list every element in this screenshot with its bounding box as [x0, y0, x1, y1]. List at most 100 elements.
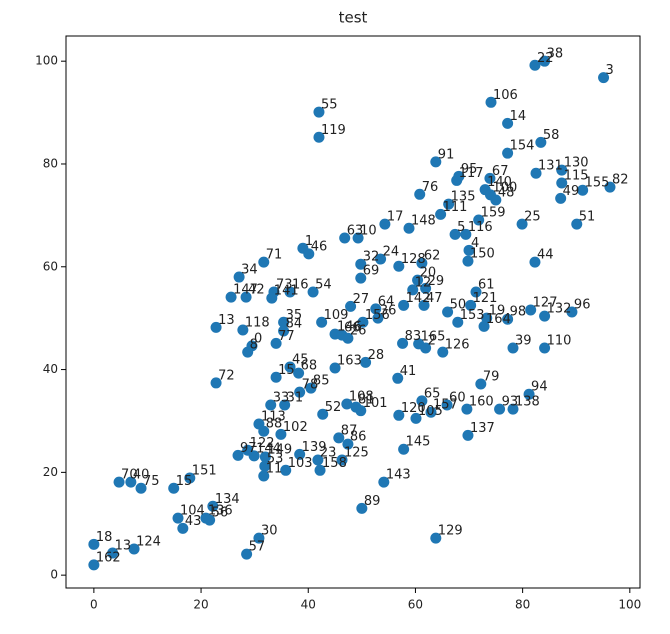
- point-label: 17: [387, 210, 404, 225]
- point-label: 78: [302, 378, 319, 393]
- point: [204, 514, 216, 526]
- point-label: 71: [266, 248, 283, 263]
- point: [314, 464, 326, 476]
- point-label: 126: [445, 338, 470, 353]
- point: [379, 218, 391, 230]
- point-label: 50: [450, 298, 467, 313]
- point: [420, 342, 432, 354]
- point-label: 53: [267, 452, 284, 467]
- point-label: 135: [451, 190, 476, 205]
- point: [473, 214, 485, 226]
- point: [237, 324, 249, 336]
- point: [566, 306, 578, 318]
- point-label: 35: [286, 308, 303, 323]
- point: [88, 538, 100, 550]
- point-label: 0: [254, 331, 262, 346]
- point-label: 25: [524, 210, 541, 225]
- point-label: 131: [538, 159, 563, 174]
- point: [294, 386, 306, 398]
- point-label: 165: [421, 329, 446, 344]
- point: [312, 454, 324, 466]
- point: [490, 194, 502, 206]
- point: [284, 361, 296, 373]
- point-label: 137: [470, 421, 495, 436]
- point-label: 96: [574, 298, 591, 313]
- point-label: 62: [424, 249, 441, 264]
- point-label: 104: [180, 504, 205, 519]
- point: [278, 316, 290, 328]
- point: [462, 255, 474, 267]
- point-label: 159: [481, 206, 506, 221]
- point-label: 113: [261, 410, 286, 425]
- point-label: 138: [515, 395, 540, 410]
- point: [416, 395, 428, 407]
- point-label: 146: [337, 320, 362, 335]
- point-label: 154: [510, 139, 535, 154]
- point-label: 136: [208, 504, 233, 519]
- point-label: 109: [324, 308, 349, 323]
- point-label: 127: [533, 295, 558, 310]
- point-label: 79: [483, 369, 500, 384]
- point: [403, 222, 415, 234]
- point: [465, 299, 477, 311]
- point: [356, 502, 368, 514]
- point: [240, 291, 252, 303]
- point: [425, 406, 437, 418]
- point-label: 11: [266, 461, 283, 476]
- point: [270, 371, 282, 383]
- point: [184, 472, 196, 484]
- point: [556, 164, 568, 176]
- point: [441, 399, 453, 411]
- point: [598, 72, 610, 84]
- x-tick-label: 0: [90, 598, 98, 612]
- plot-frame: [65, 35, 641, 589]
- point: [420, 282, 432, 294]
- point: [485, 96, 497, 108]
- point: [397, 337, 409, 349]
- point-label: 122: [250, 436, 275, 451]
- point: [462, 429, 474, 441]
- point: [303, 248, 315, 260]
- point: [352, 232, 364, 244]
- point-label: 55: [321, 98, 338, 113]
- point-label: 3: [606, 63, 614, 78]
- point-label: 95: [461, 162, 478, 177]
- point-label: 93: [502, 395, 519, 410]
- point-label: 98: [510, 305, 527, 320]
- point-label: 141: [274, 284, 299, 299]
- point-label: 134: [215, 492, 240, 507]
- point-label: 120: [401, 401, 426, 416]
- point-label: 36: [380, 304, 397, 319]
- point: [357, 316, 369, 328]
- point: [529, 256, 541, 268]
- point-label: 129: [438, 524, 463, 539]
- point-label: 139: [302, 440, 327, 455]
- point-label: 124: [136, 534, 161, 549]
- point: [555, 192, 567, 204]
- point: [345, 300, 357, 312]
- point-label: 145: [406, 435, 431, 450]
- point: [416, 257, 428, 269]
- point-label: 68: [301, 359, 318, 374]
- point: [329, 362, 341, 374]
- point: [107, 547, 119, 559]
- point: [232, 449, 244, 461]
- point-label: 75: [143, 474, 160, 489]
- point: [494, 403, 506, 415]
- point-label: 24: [383, 245, 400, 260]
- point-label: 83: [405, 329, 422, 344]
- point: [452, 316, 464, 328]
- point-label: 4: [471, 236, 479, 251]
- point-label: 153: [460, 308, 485, 323]
- point-label: 54: [315, 277, 332, 292]
- point-label: 41: [400, 364, 417, 379]
- point-label: 65: [424, 386, 441, 401]
- y-tick-label: 40: [43, 362, 58, 376]
- point-label: 2: [428, 333, 436, 348]
- point-label: 86: [350, 430, 367, 445]
- point-label: 49: [563, 184, 580, 199]
- point-label: 8: [250, 338, 258, 353]
- point: [280, 464, 292, 476]
- point: [530, 167, 542, 179]
- point-label: 51: [579, 210, 596, 225]
